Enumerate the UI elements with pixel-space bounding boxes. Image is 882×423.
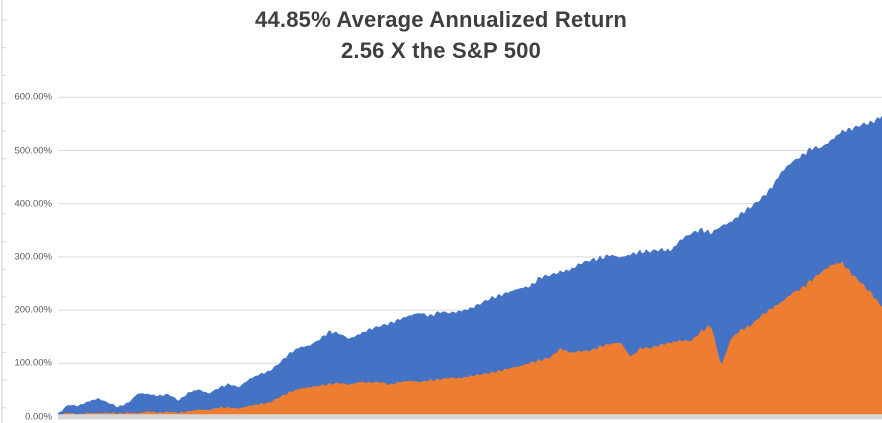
chart-title-line2: 2.56 X the S&P 500: [340, 38, 542, 63]
area-series-group: [58, 115, 882, 417]
y-axis-label: 500.00%: [14, 145, 52, 156]
chart-title: 44.85% Average Annualized Return 2.56 X …: [0, 4, 882, 66]
x-axis-line: [58, 414, 882, 420]
y-axis-label: 100.00%: [14, 357, 52, 369]
y-axis-label: 0.00%: [25, 411, 52, 422]
y-axis-label: 400.00%: [14, 198, 52, 210]
sp500-cumulative-return-orange: [58, 261, 882, 417]
chart-title-line1: 44.85% Average Annualized Return: [255, 7, 627, 32]
strategy-cumulative-return-blue: [58, 115, 882, 417]
y-axis-label: 600.00%: [14, 91, 52, 103]
y-axis-label: 300.00%: [14, 251, 52, 263]
y-axis-label: 200.00%: [14, 304, 52, 316]
